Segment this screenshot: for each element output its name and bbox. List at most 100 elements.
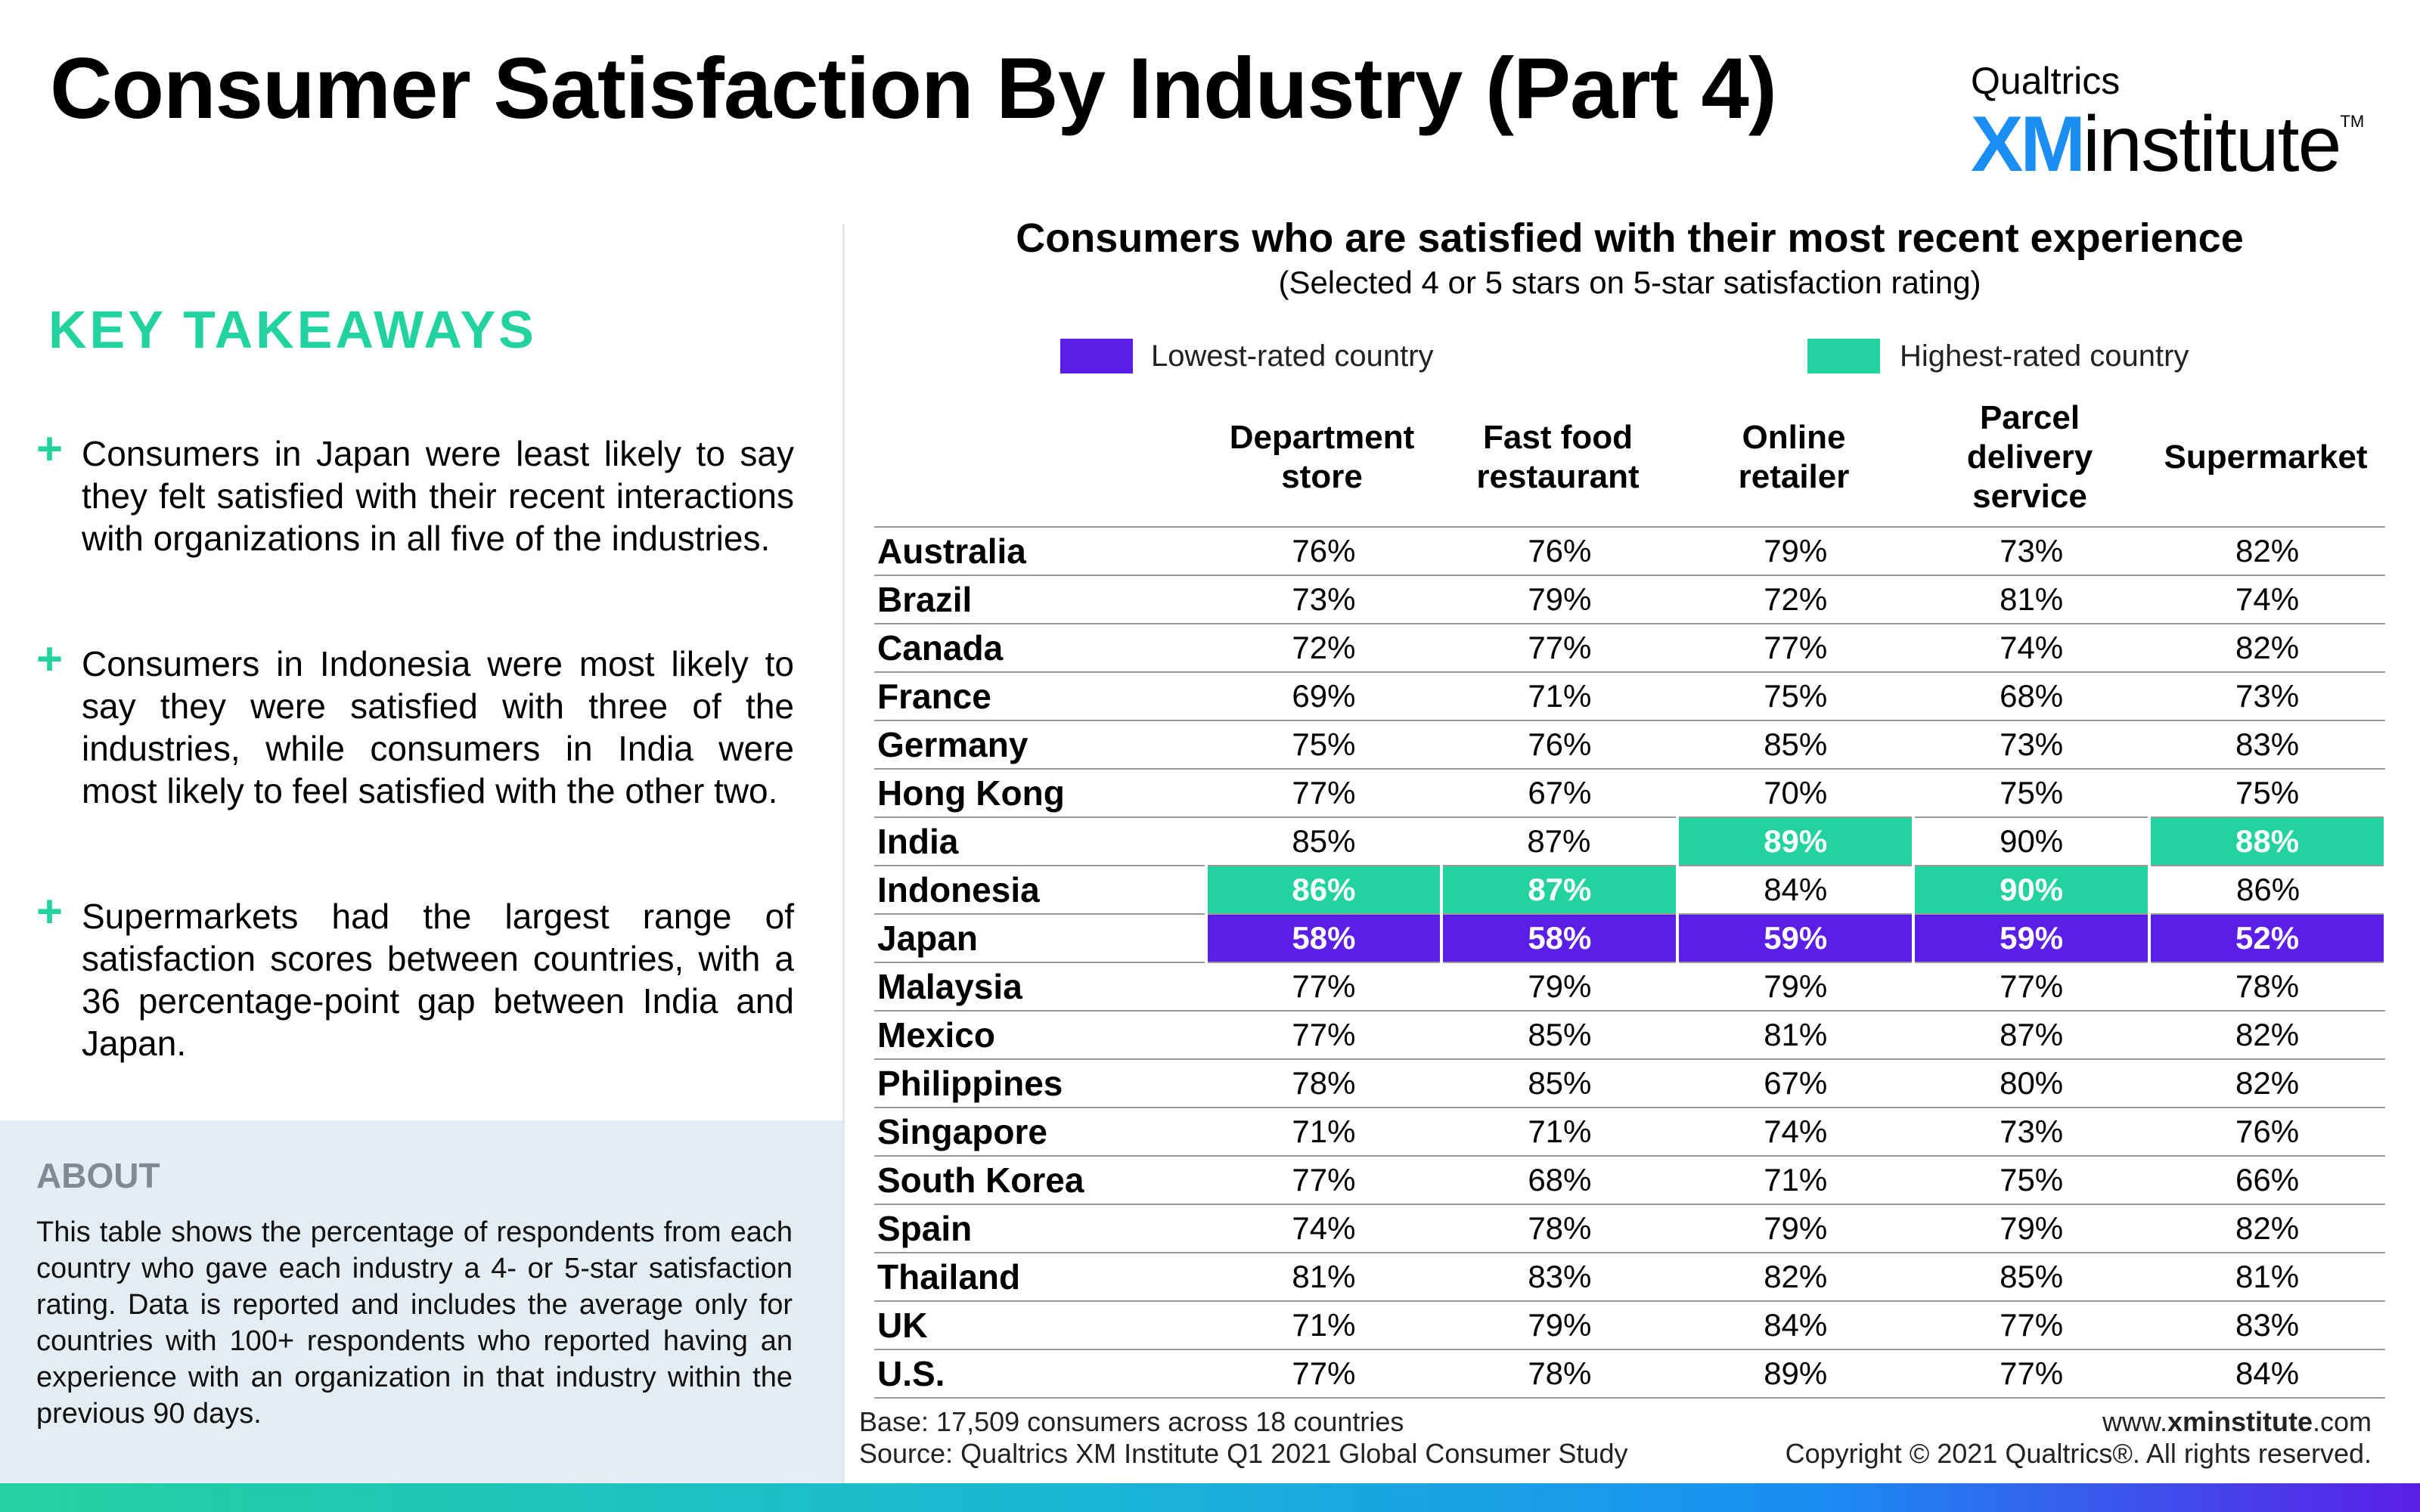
plus-icon: + — [36, 423, 64, 474]
satisfaction-cell: 76% — [2149, 1108, 2385, 1157]
satisfaction-cell: 73% — [1913, 526, 2150, 576]
satisfaction-cell: 76% — [1205, 526, 1442, 576]
country-name: U.S. — [874, 1349, 1206, 1399]
satisfaction-cell: 84% — [1677, 866, 1914, 915]
takeaway-text: Supermarkets had the largest range of sa… — [82, 897, 794, 1063]
column-header-line: Supermarket — [2164, 438, 2368, 476]
table-row: Spain 74% 78% 79% 79% 82% — [874, 1204, 2385, 1253]
table-row: U.S. 77% 78% 89% 77% 84% — [874, 1349, 2385, 1399]
satisfaction-cell: 78% — [1441, 1349, 1678, 1399]
satisfaction-cell: 80% — [1913, 1059, 2150, 1108]
satisfaction-cell: 79% — [1441, 962, 1678, 1012]
satisfaction-cell: 73% — [1205, 575, 1442, 624]
satisfaction-cell: 76% — [1441, 720, 1678, 770]
country-name: Mexico — [874, 1011, 1206, 1060]
satisfaction-cell: 71% — [1677, 1156, 1914, 1205]
satisfaction-cell: 87% — [1913, 1011, 2150, 1060]
satisfaction-cell: 75% — [1677, 672, 1914, 721]
website-suffix: .com — [2312, 1406, 2372, 1437]
column-header-line: retailer — [1738, 458, 1850, 495]
satisfaction-cell: 86% — [2149, 866, 2385, 915]
satisfaction-cell: 82% — [1677, 1253, 1914, 1302]
table-row: Malaysia 77% 79% 79% 77% 78% — [874, 962, 2385, 1012]
satisfaction-cell: 69% — [1205, 672, 1442, 721]
brand-gradient-bar — [0, 1483, 2420, 1512]
satisfaction-cell: 74% — [1913, 624, 2150, 673]
satisfaction-cell: 78% — [2149, 962, 2385, 1012]
panel-divider — [842, 224, 845, 1483]
column-header: Department store — [1204, 393, 1440, 522]
satisfaction-cell: 85% — [1441, 1011, 1678, 1060]
satisfaction-cell: 88% — [2148, 817, 2387, 866]
country-name: Brazil — [874, 575, 1206, 624]
satisfaction-cell: 78% — [1441, 1204, 1678, 1253]
satisfaction-cell: 77% — [1205, 769, 1442, 818]
satisfaction-cell: 79% — [1677, 962, 1914, 1012]
satisfaction-cell: 85% — [1677, 720, 1914, 770]
satisfaction-cell: 82% — [2149, 624, 2385, 673]
satisfaction-cell: 72% — [1677, 575, 1914, 624]
table-row: South Korea 77% 68% 71% 75% 66% — [874, 1156, 2385, 1205]
logo-institute-text: institute — [2083, 101, 2341, 188]
satisfaction-cell: 83% — [2149, 1301, 2385, 1350]
satisfaction-cell: 77% — [1913, 962, 2150, 1012]
legend-highest-swatch — [1807, 339, 1880, 373]
column-header-line: Fast food — [1483, 419, 1633, 456]
satisfaction-cell: 85% — [1441, 1059, 1678, 1108]
base-note: Base: 17,509 consumers across 18 countri… — [859, 1406, 1404, 1437]
takeaway-text: Consumers in Indonesia were most likely … — [82, 644, 794, 810]
website-prefix: www. — [2102, 1406, 2167, 1437]
satisfaction-cell: 75% — [2149, 769, 2385, 818]
column-header: Parcel delivery service — [1912, 393, 2148, 522]
satisfaction-cell: 79% — [1677, 526, 1914, 576]
satisfaction-cell: 68% — [1913, 672, 2150, 721]
satisfaction-cell: 89% — [1677, 1349, 1914, 1399]
satisfaction-cell: 77% — [1913, 1349, 2150, 1399]
website-link[interactable]: www.xminstitute.com — [1786, 1406, 2372, 1438]
legend-lowest-swatch — [1060, 339, 1133, 373]
page-title: Consumer Satisfaction By Industry (Part … — [50, 41, 1777, 137]
satisfaction-cell: 81% — [1677, 1011, 1914, 1060]
country-name: Spain — [874, 1204, 1206, 1253]
table-row: Indonesia 86% 87% 84% 90% 86% — [874, 866, 2385, 915]
column-header: Fast food restaurant — [1440, 393, 1676, 522]
satisfaction-cell: 79% — [1441, 575, 1678, 624]
plus-icon: + — [36, 886, 64, 937]
copyright-text: Copyright © 2021 Qualtrics®. All rights … — [1785, 1438, 2372, 1469]
column-header-line: service — [1972, 478, 2087, 515]
satisfaction-cell: 70% — [1677, 769, 1914, 818]
satisfaction-cell: 75% — [1913, 769, 2150, 818]
satisfaction-cell: 52% — [2148, 914, 2387, 963]
satisfaction-cell: 77% — [1205, 962, 1442, 1012]
footer-copyright: www.xminstitute.com Copyright © 2021 Qua… — [1786, 1406, 2372, 1470]
country-name: UK — [874, 1301, 1206, 1350]
logo-tm-mark: TM — [2340, 112, 2365, 131]
country-name: Philippines — [874, 1059, 1206, 1108]
table-row: France 69% 71% 75% 68% 73% — [874, 672, 2385, 721]
country-name: Canada — [874, 624, 1206, 673]
source-note: Source: Qualtrics XM Institute Q1 2021 G… — [859, 1438, 1628, 1469]
plus-icon: + — [36, 634, 64, 684]
table-row: India 85% 87% 89% 90% 88% — [874, 817, 2387, 866]
table-row: Singapore 71% 71% 74% 73% 76% — [874, 1108, 2385, 1157]
table-row: Japan 58% 58% 59% 59% 52% — [874, 914, 2387, 963]
satisfaction-cell: 86% — [1204, 866, 1444, 915]
satisfaction-cell: 90% — [1913, 817, 2150, 866]
satisfaction-cell: 73% — [1913, 1108, 2150, 1157]
country-name: Indonesia — [874, 866, 1206, 915]
satisfaction-cell: 82% — [2149, 1059, 2385, 1108]
website-domain: xminstitute — [2167, 1406, 2313, 1437]
satisfaction-cell: 77% — [1205, 1349, 1442, 1399]
satisfaction-cell: 84% — [1677, 1301, 1914, 1350]
country-name: Hong Kong — [874, 769, 1206, 818]
country-name: Singapore — [874, 1108, 1206, 1157]
table-row: Australia 76% 76% 79% 73% 82% — [874, 526, 2385, 576]
satisfaction-cell: 71% — [1441, 1108, 1678, 1157]
column-header: Online retailer — [1676, 393, 1912, 522]
table-row: Philippines 78% 85% 67% 80% 82% — [874, 1059, 2385, 1108]
satisfaction-cell: 77% — [1677, 624, 1914, 673]
satisfaction-cell: 68% — [1441, 1156, 1678, 1205]
table-title: Consumers who are satisfied with their m… — [1016, 215, 2244, 261]
logo-wordmark: XMinstituteTM — [1971, 100, 2364, 190]
table-row: Hong Kong 77% 67% 70% 75% 75% — [874, 769, 2385, 818]
